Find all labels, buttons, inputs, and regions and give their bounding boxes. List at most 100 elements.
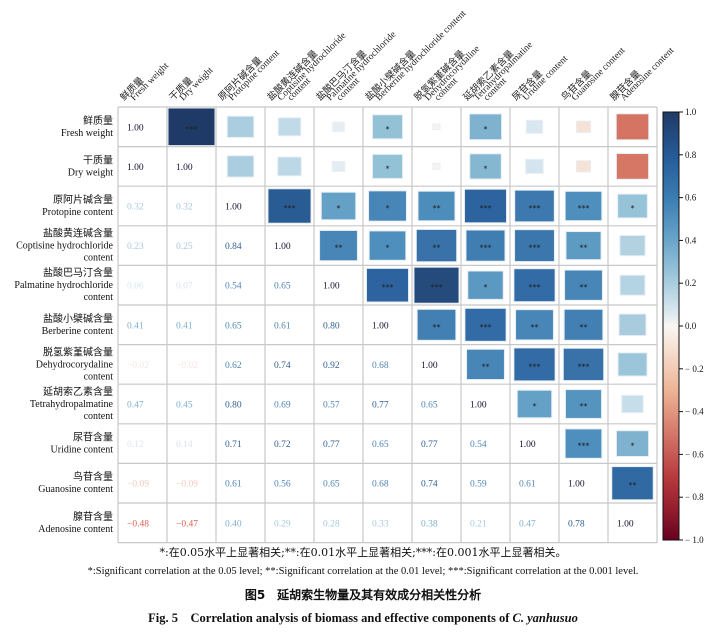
row-label-en: Dry weight [68, 167, 113, 178]
row-label-en: Berberine content [42, 326, 114, 337]
cell-value: 1.00 [568, 480, 585, 490]
cell-square [468, 113, 503, 141]
cell-value: 0.59 [470, 480, 487, 490]
cell-square [513, 268, 556, 303]
cell-square [575, 120, 592, 133]
cell-value: 0.32 [127, 203, 144, 213]
cell-value: 1.00 [421, 361, 438, 371]
cell-square [615, 113, 650, 141]
cell-square [277, 117, 302, 137]
colorbar-tick-label: 0.0 [685, 321, 697, 331]
cell-value: 0.32 [176, 203, 193, 213]
significance-stars: * [386, 164, 390, 173]
row-label-en: content [84, 371, 114, 382]
cell-value: 0.68 [372, 361, 389, 371]
cell-value: 1.00 [470, 401, 487, 411]
significance-stars: *** [480, 323, 492, 332]
cell-value: 1.00 [127, 123, 144, 133]
cell-value: 0.45 [176, 401, 193, 411]
cell-value: 0.74 [421, 480, 438, 490]
significance-stars: ** [580, 323, 588, 332]
cell-square [575, 160, 592, 173]
cell-value: 0.74 [274, 361, 291, 371]
cell-square [319, 229, 358, 262]
colorbar: 1.0 0.8 0.6 0.4 0.2 0.0 − 0.2 − 0.4 − 0.6 − 0.8 − … [662, 107, 704, 545]
cell-square [277, 156, 302, 177]
cell-square [417, 190, 456, 222]
significance-stars: * [631, 442, 635, 451]
cell-square [466, 348, 505, 381]
column-label-en: Adenosine content [619, 46, 677, 104]
cell-value: 0.68 [372, 480, 389, 490]
cell-value: 0.69 [274, 401, 291, 411]
row-label-cn: 延胡索乙素含量 [43, 385, 113, 398]
cell-square [432, 123, 441, 131]
significance-stars: *** [529, 244, 541, 253]
cell-square [611, 466, 654, 501]
significance-stars: * [386, 204, 390, 213]
significance-stars: *** [529, 362, 541, 371]
cell-square [368, 230, 407, 261]
cell-value: 0.33 [372, 519, 389, 529]
cell-value: 0.80 [225, 401, 242, 411]
significance-stars: ** [433, 204, 441, 213]
row-label-en: Uridine content [51, 445, 114, 456]
row-label-en: Guanosine content [38, 484, 113, 495]
cells: 1.00 *** * *1.00 1.00 * *0.32 0.32 1.00 *** * * ** **… [127, 107, 654, 529]
cell-square [267, 188, 312, 224]
row-label-en: Coptisine hydrochloride [16, 241, 113, 252]
significance-stars: ** [629, 481, 637, 490]
significance-stars: * [386, 125, 390, 134]
cell-value: 1.00 [372, 321, 389, 331]
cell-square [463, 188, 508, 224]
cell-value: 0.71 [225, 440, 242, 450]
cell-value: 1.00 [519, 440, 536, 450]
cell-value: 0.41 [127, 321, 144, 331]
significance-stars: ** [580, 402, 588, 411]
cell-value: 1.00 [127, 163, 144, 173]
cell-square [564, 389, 603, 419]
significance-stars: ** [531, 323, 539, 332]
figure-caption-en: Fig. 5 Correlation analysis of biomass a… [0, 607, 726, 626]
significance-stars: * [337, 204, 341, 213]
row-label-cn: 干质量 [83, 154, 113, 166]
significance-stars: ** [580, 283, 588, 292]
cell-value: 0.47 [519, 519, 536, 529]
significance-stars: * [484, 283, 488, 292]
significance-stars: *** [284, 204, 296, 213]
cell-value: 0.62 [225, 361, 242, 371]
cell-square [516, 389, 553, 419]
colorbar-tick-label: − 0.6 [685, 449, 704, 459]
cell-value: 0.21 [470, 519, 487, 529]
cell-square [564, 428, 603, 459]
cell-value: 0.61 [519, 480, 536, 490]
row-label-cn: 腺苷含量 [73, 510, 113, 523]
significance-stars: ** [335, 244, 343, 253]
row-label-cn: 盐酸黄连碱含量 [43, 227, 113, 240]
row-label-en: Tetrahydropalmatine [30, 399, 114, 410]
cell-value: 1.00 [323, 282, 340, 292]
colorbar-tick-label: − 0.2 [685, 364, 704, 374]
colorbar-gradient [662, 111, 680, 541]
colorbar-tick-label: 1.0 [685, 107, 697, 117]
significance-stars: *** [480, 204, 492, 213]
cell-value: 0.65 [372, 440, 389, 450]
cell-square [371, 114, 404, 140]
significance-stars: ** [482, 362, 490, 371]
cell-value: 0.57 [323, 401, 340, 411]
colorbar-tick-label: 0.2 [685, 278, 696, 288]
cell-square [226, 155, 255, 178]
row-label-cn: 盐酸巴马汀含量 [43, 266, 113, 279]
cell-value: 0.65 [421, 401, 438, 411]
cell-value: 0.14 [176, 440, 193, 450]
row-label-en: Protopine content [42, 207, 113, 218]
cell-square [371, 153, 404, 179]
cell-value: 1.00 [225, 203, 242, 213]
figure-caption-en-text: Fig. 5 Correlation analysis of biomass a… [148, 611, 513, 625]
cell-square [513, 347, 556, 382]
cell-square [332, 121, 345, 132]
cell-square [525, 158, 544, 174]
significance-note-en: *:Significant correlation at the 0.05 le… [87, 566, 639, 577]
cell-square [565, 231, 602, 261]
